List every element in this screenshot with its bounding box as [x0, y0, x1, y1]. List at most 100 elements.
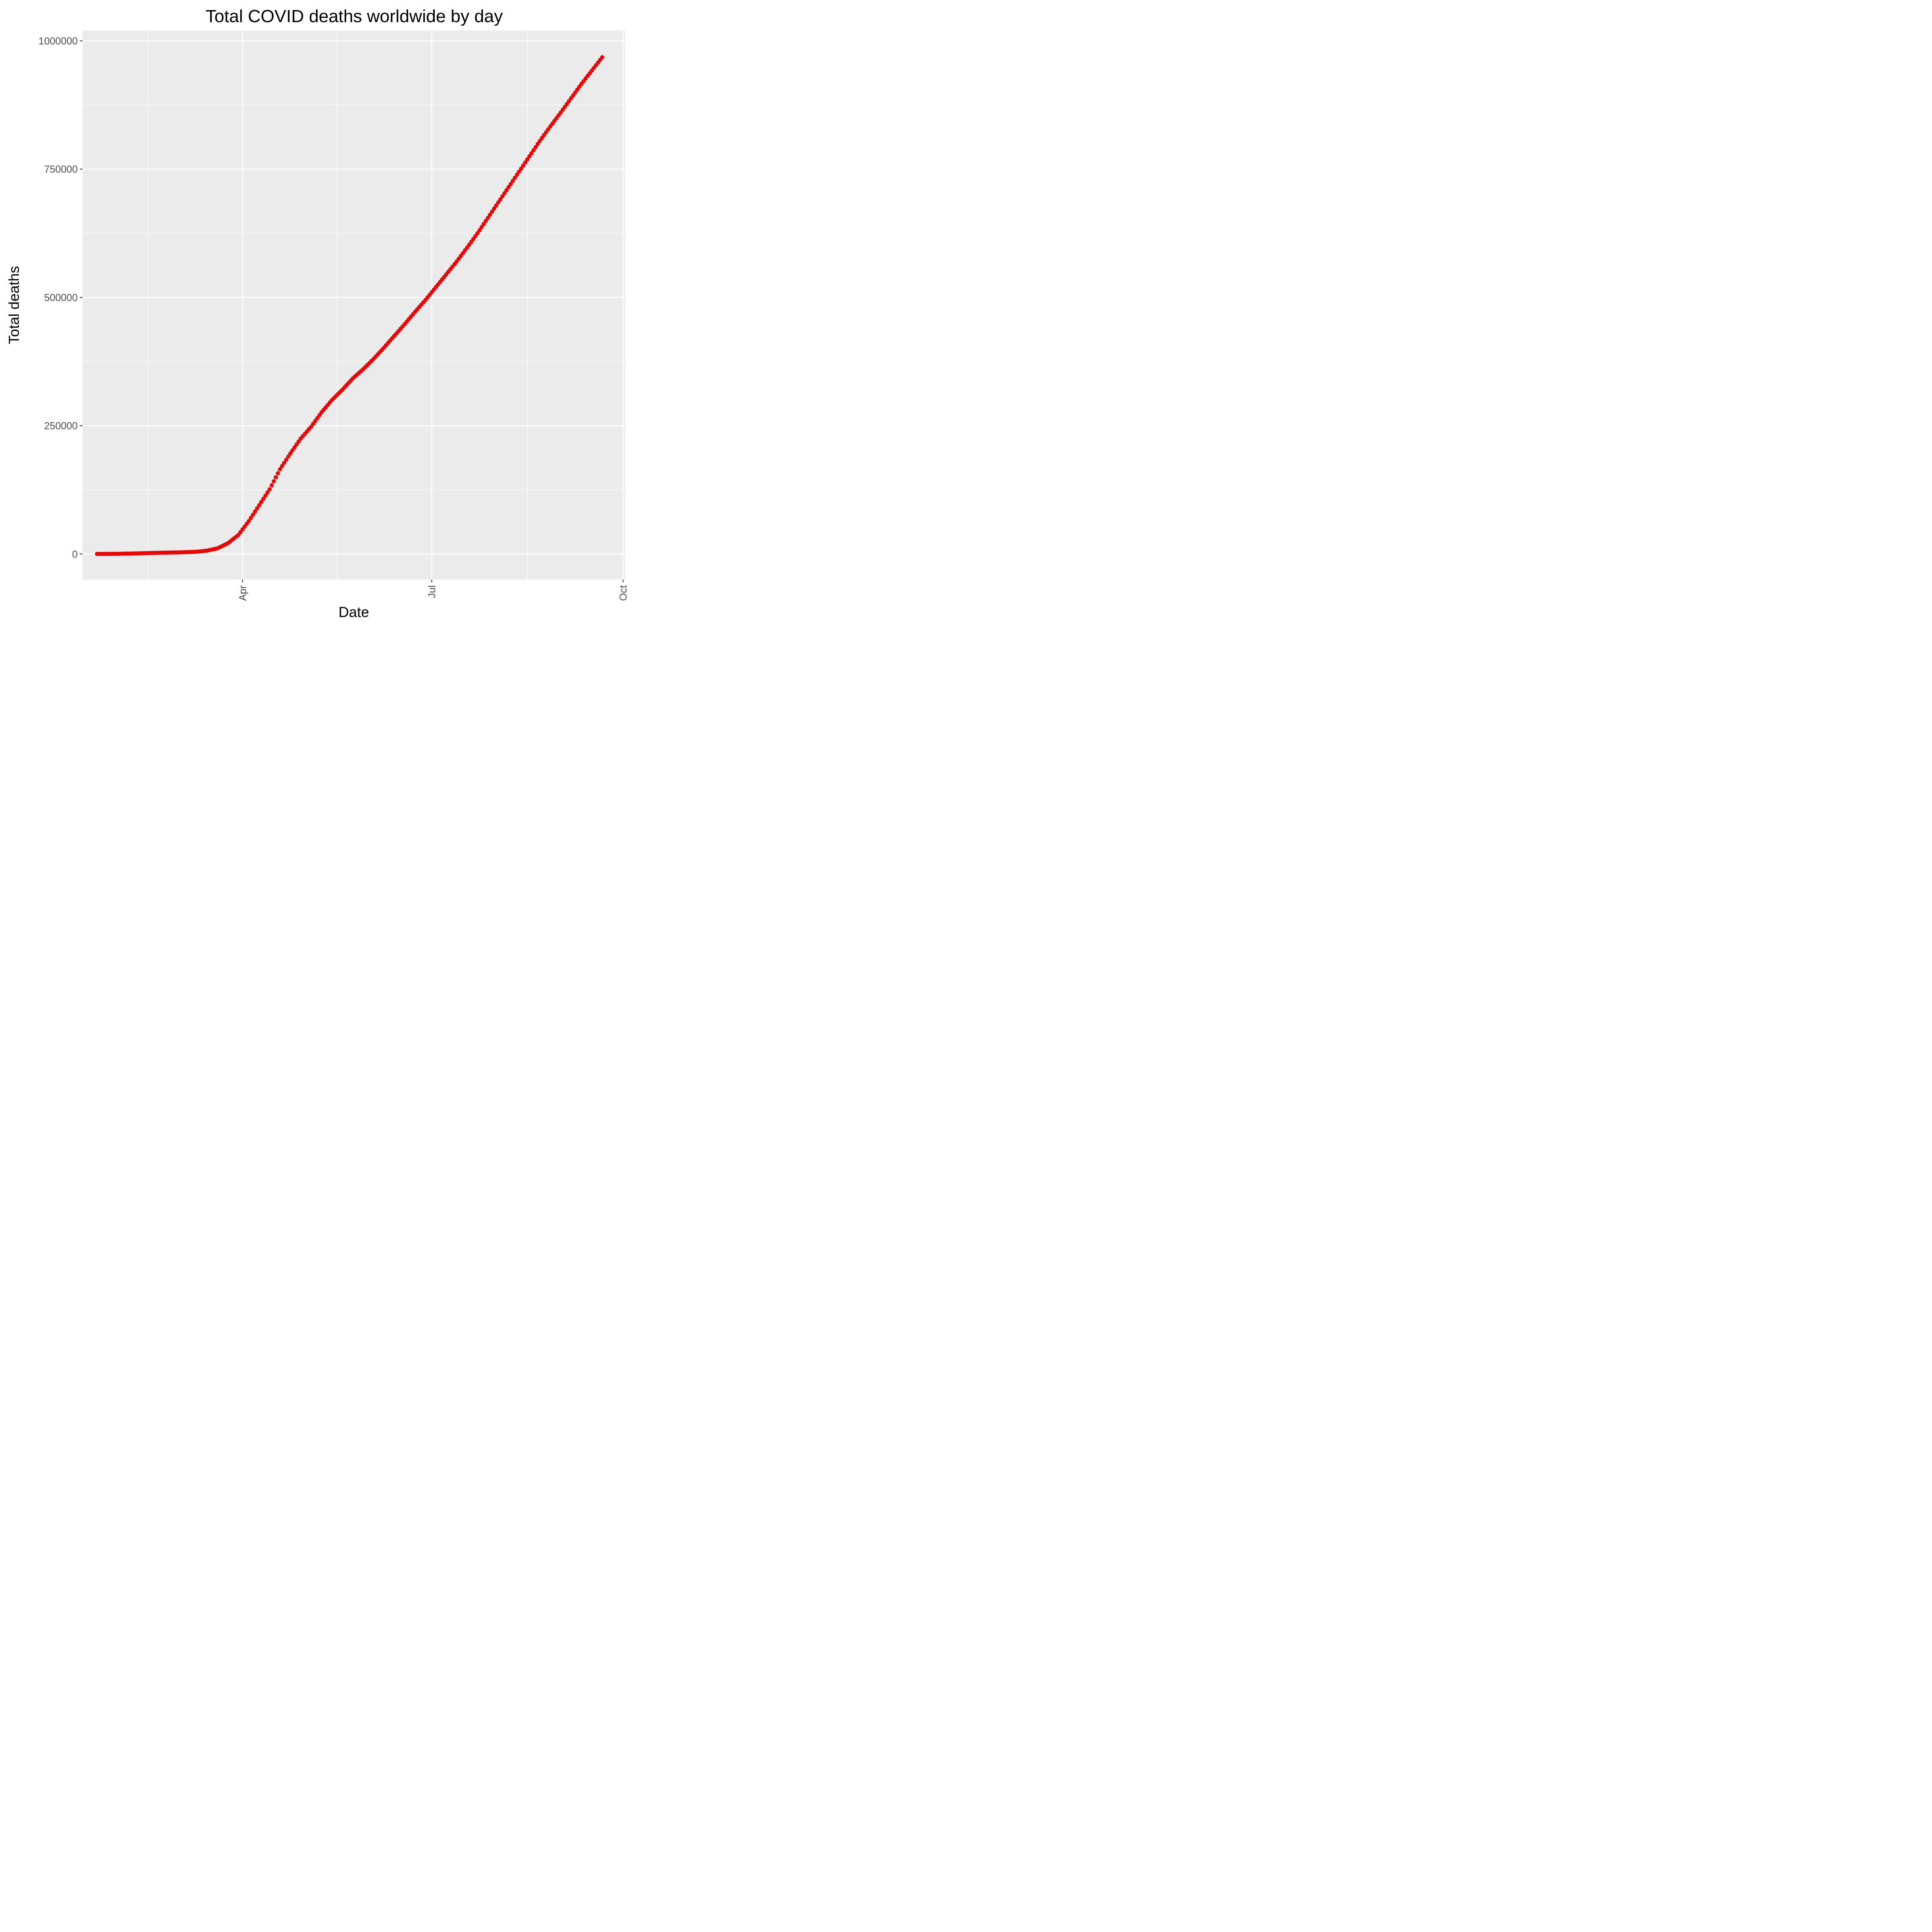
data-point: [253, 509, 257, 514]
y-axis: 0 250000 500000 750000 1000000: [39, 35, 83, 560]
data-point: [271, 479, 276, 483]
data-point: [477, 228, 482, 233]
data-point: [313, 419, 318, 423]
data-point: [567, 99, 571, 103]
data-point: [454, 259, 459, 264]
data-point: [558, 110, 563, 115]
data-point: [573, 90, 578, 95]
data-point: [502, 191, 507, 196]
data-point: [236, 533, 241, 537]
data-point: [485, 216, 490, 220]
data-point: [263, 493, 268, 498]
data-point: [515, 173, 519, 177]
x-tick-label: Jul: [427, 585, 438, 598]
data-point: [255, 506, 260, 511]
data-point: [538, 138, 542, 143]
data-point: [498, 197, 503, 202]
data-point: [265, 490, 270, 495]
data-point: [469, 239, 474, 244]
data-point: [565, 102, 569, 106]
y-tick-label: 750000: [44, 164, 78, 175]
data-point: [282, 460, 287, 465]
data-point: [296, 439, 301, 444]
data-point: [492, 206, 496, 211]
data-point: [458, 254, 463, 258]
y-tick-label: 250000: [44, 421, 78, 432]
data-point: [479, 225, 484, 229]
data-point: [259, 500, 264, 504]
y-tick-label: 0: [72, 549, 78, 560]
data-point: [280, 464, 285, 469]
data-point: [481, 222, 486, 226]
data-point: [249, 516, 253, 520]
data-point: [513, 175, 517, 180]
data-point: [473, 234, 478, 238]
data-point: [309, 424, 314, 429]
data-point: [533, 145, 538, 149]
data-point: [246, 519, 251, 523]
data-point: [506, 185, 511, 190]
y-axis-title: Total deaths: [6, 266, 22, 344]
data-point: [529, 151, 534, 155]
data-point: [471, 237, 476, 242]
data-point: [542, 133, 546, 137]
data-point: [552, 119, 557, 123]
data-point: [317, 413, 322, 417]
data-point: [519, 166, 523, 171]
data-point: [257, 503, 262, 508]
data-point: [544, 130, 548, 134]
data-point: [523, 160, 528, 165]
data-point: [460, 251, 465, 256]
data-point: [292, 445, 297, 450]
data-point: [510, 179, 515, 183]
data-point: [288, 451, 293, 456]
data-point: [508, 182, 513, 186]
data-point: [456, 256, 461, 261]
chart-title: Total COVID deaths worldwide by day: [206, 6, 503, 26]
data-point: [554, 116, 559, 120]
chart: Total COVID deaths worldwide by day 0 250…: [6, 6, 629, 620]
data-point: [531, 148, 536, 153]
data-point: [521, 163, 526, 168]
data-point: [577, 85, 582, 89]
data-point: [311, 421, 316, 426]
data-point: [575, 87, 580, 92]
data-point: [290, 448, 295, 453]
data-point: [238, 530, 243, 535]
data-point: [251, 512, 255, 517]
data-point: [560, 107, 565, 112]
data-point: [315, 416, 320, 420]
data-point: [556, 113, 561, 118]
data-point: [496, 200, 501, 205]
data-point: [504, 188, 509, 192]
data-point: [475, 231, 480, 235]
data-point: [463, 248, 467, 253]
data-point: [525, 157, 530, 162]
y-tick-label: 500000: [44, 292, 78, 303]
x-tick-label: Apr: [237, 585, 249, 601]
x-axis: Apr Jul Oct: [237, 580, 629, 601]
x-axis-title: Date: [339, 604, 369, 620]
data-point: [269, 483, 274, 487]
data-point: [600, 55, 605, 60]
data-point: [490, 209, 494, 214]
data-point: [563, 105, 567, 109]
data-point: [465, 246, 469, 250]
data-point: [278, 467, 282, 472]
data-point: [261, 497, 266, 501]
data-point: [527, 154, 532, 159]
data-point: [535, 142, 540, 146]
data-point: [274, 475, 278, 480]
data-point: [294, 442, 299, 447]
grid: [83, 31, 625, 580]
data-point: [550, 122, 555, 126]
data-point: [569, 96, 573, 101]
data-points: [95, 55, 605, 556]
data-point: [546, 127, 551, 132]
data-point: [483, 219, 488, 223]
data-point: [276, 471, 280, 476]
data-point: [488, 213, 492, 217]
data-point: [517, 169, 521, 174]
data-point: [267, 487, 272, 491]
data-point: [284, 458, 289, 462]
